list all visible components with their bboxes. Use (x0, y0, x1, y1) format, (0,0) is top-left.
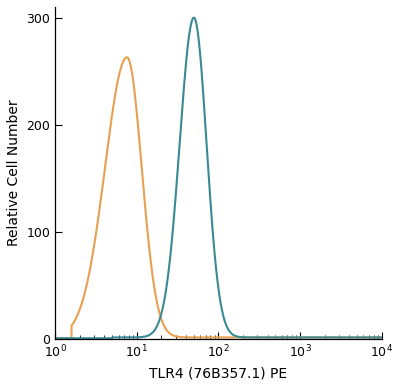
Y-axis label: Relative Cell Number: Relative Cell Number (7, 100, 21, 246)
X-axis label: TLR4 (76B357.1) PE: TLR4 (76B357.1) PE (149, 366, 288, 380)
